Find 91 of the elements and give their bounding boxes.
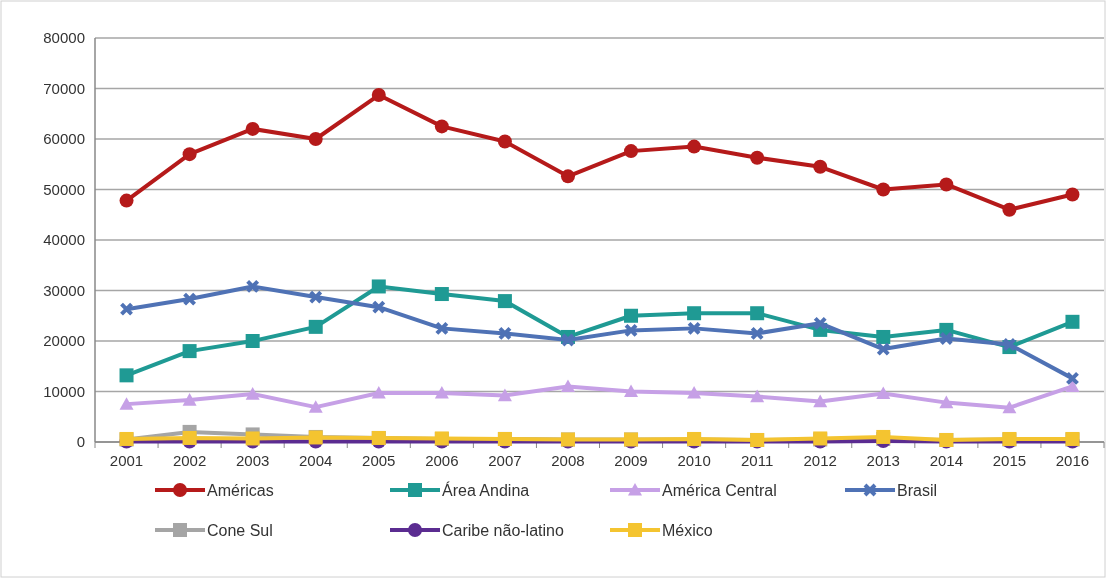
point (876, 342, 891, 357)
x-tick-label: 2003 (235, 452, 270, 469)
point (434, 119, 449, 134)
y-tick-label: 30000 (43, 281, 85, 299)
point (813, 159, 828, 174)
x-tick-label: 2004 (299, 452, 333, 469)
point (119, 368, 134, 383)
point (245, 387, 260, 400)
point (119, 397, 134, 410)
point (497, 294, 512, 309)
x-tick-label: 2013 (866, 452, 900, 469)
x-tick-label: 2007 (488, 452, 522, 469)
point (245, 279, 260, 294)
point (245, 121, 260, 136)
legend-label: Cone Sul (207, 521, 273, 539)
point (750, 150, 765, 165)
point (371, 386, 386, 399)
point (497, 326, 512, 341)
point (119, 193, 134, 208)
point (371, 88, 386, 103)
point (497, 134, 512, 149)
point (308, 400, 323, 413)
point (434, 386, 449, 399)
x-tick-label: 2011 (741, 452, 774, 469)
point (1002, 202, 1017, 217)
y-tick-label: 60000 (43, 130, 85, 148)
x-tick-label: 2012 (803, 452, 837, 469)
x-tick-label: 2006 (425, 452, 459, 469)
x-tick-label: 2008 (551, 452, 585, 469)
point (1002, 400, 1017, 414)
x-tick-label: 2014 (929, 452, 964, 469)
point (876, 182, 891, 197)
point (182, 430, 197, 445)
y-tick-label: 40000 (43, 231, 85, 249)
point (1065, 187, 1080, 202)
point (1065, 314, 1080, 329)
point (624, 323, 639, 338)
point (687, 139, 702, 154)
point (434, 287, 449, 302)
point (624, 384, 639, 398)
x-tick-label: 2005 (362, 452, 396, 469)
point (119, 302, 134, 317)
point (182, 292, 197, 307)
y-tick-label: 0 (76, 433, 85, 451)
point (1065, 371, 1080, 386)
legend-label: México (662, 521, 713, 539)
point (1065, 379, 1080, 393)
legend-label: Américas (207, 481, 274, 499)
point (308, 319, 323, 334)
legend-label: Área Andina (442, 480, 530, 499)
point (624, 308, 639, 323)
point (308, 290, 323, 305)
y-tick-label: 10000 (43, 382, 85, 400)
point (939, 177, 954, 192)
x-tick-label: 2016 (1055, 452, 1090, 469)
point (813, 316, 828, 331)
y-tick-label: 70000 (43, 79, 85, 97)
x-tick-label: 2009 (614, 452, 648, 469)
x-tick-label: 2002 (172, 452, 207, 469)
point (371, 279, 386, 294)
point (560, 379, 575, 393)
point (245, 334, 260, 348)
legend-label: Brasil (897, 481, 938, 499)
y-tick-label: 20000 (43, 332, 85, 350)
point (371, 300, 386, 315)
point (876, 329, 891, 344)
point (876, 386, 891, 400)
point (939, 331, 954, 346)
point (687, 321, 702, 336)
point (497, 388, 512, 402)
x-tick-label: 2015 (992, 452, 1027, 469)
legend-label: América Central (662, 481, 777, 499)
point (750, 306, 765, 321)
point (182, 344, 197, 359)
point (624, 144, 639, 159)
x-tick-label: 2001 (109, 452, 144, 469)
x-tick-label: 2010 (677, 452, 711, 469)
y-tick-label: 80000 (43, 29, 85, 47)
point (434, 321, 449, 336)
point (182, 393, 197, 406)
point (560, 169, 575, 184)
point (939, 395, 954, 409)
y-tick-label: 50000 (43, 180, 85, 198)
legend-label: Caribe não-latino (442, 521, 564, 539)
point (813, 394, 828, 408)
point (750, 326, 765, 341)
point (750, 389, 765, 403)
point (182, 147, 197, 162)
point (687, 386, 702, 399)
point (308, 132, 323, 146)
point (687, 306, 702, 321)
